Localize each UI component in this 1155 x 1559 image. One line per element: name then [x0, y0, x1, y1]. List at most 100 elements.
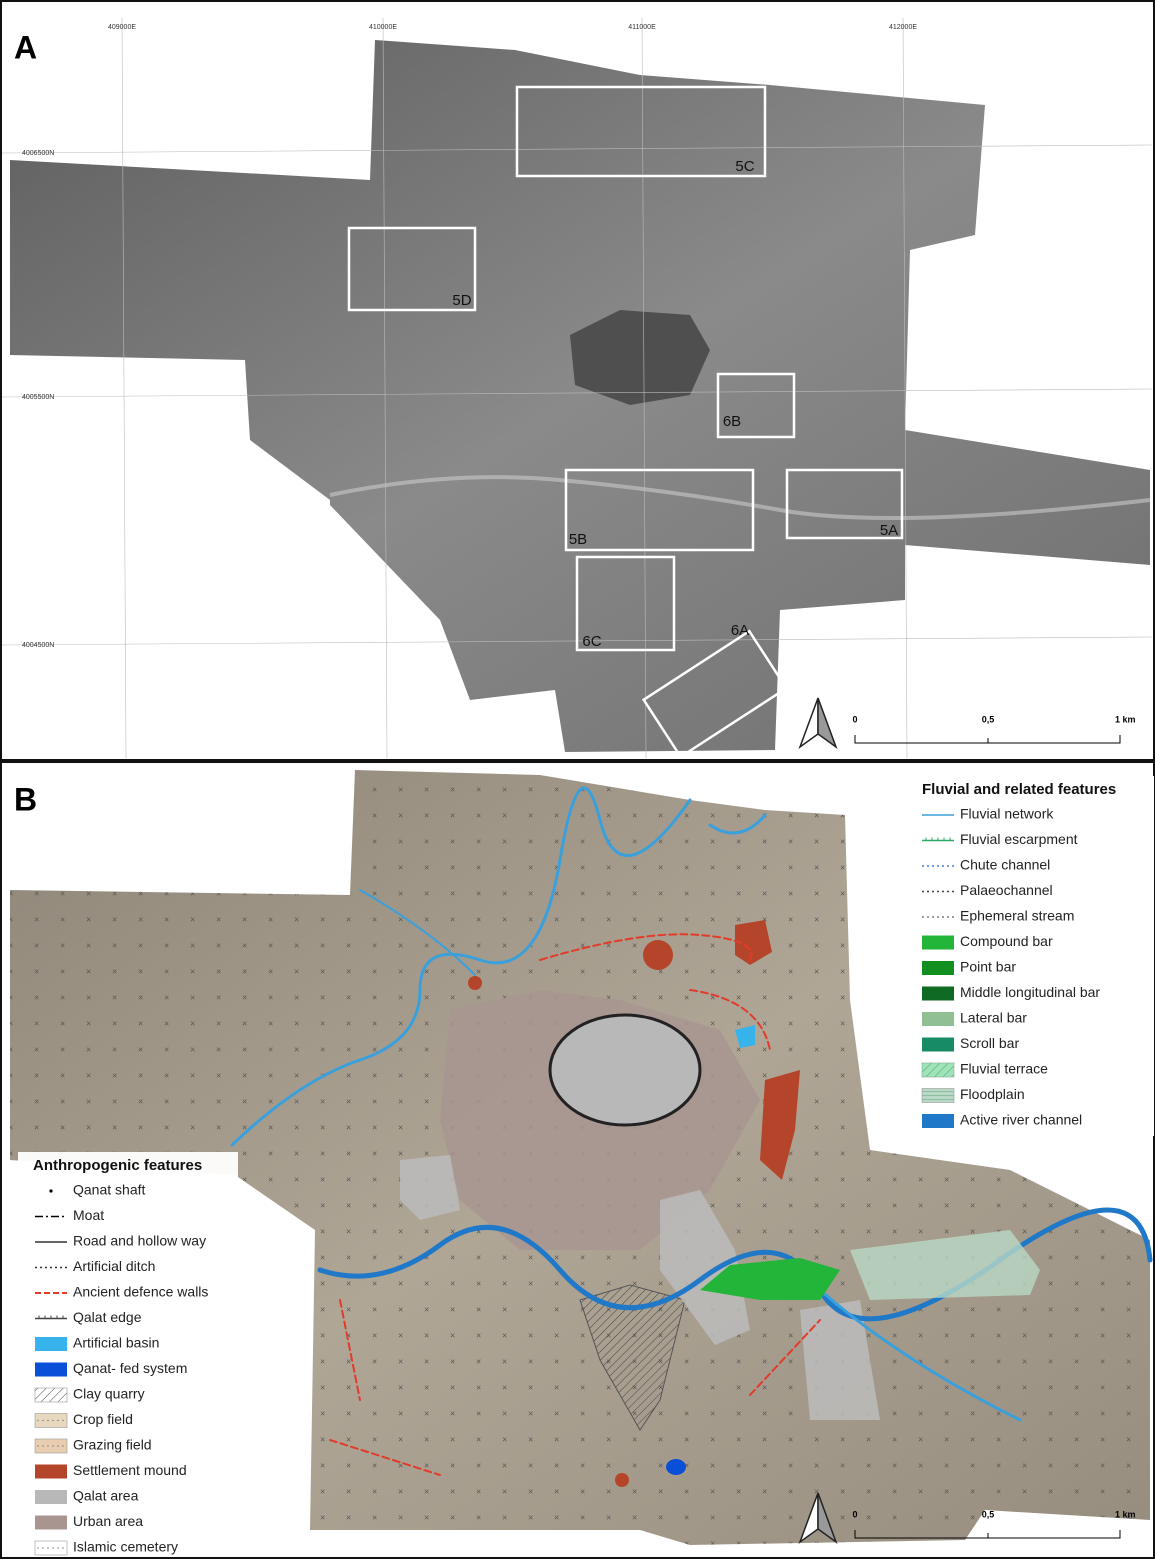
scale-label: 0,5	[982, 714, 995, 724]
legend-entry: Grazing field	[34, 1437, 152, 1454]
legend-entry: Qanat- fed system	[35, 1360, 187, 1377]
inset-box	[575, 555, 676, 652]
legend-entry: Qalat area	[35, 1488, 139, 1504]
legend-entry: Crop field	[34, 1411, 133, 1428]
legend-symbol	[34, 1438, 68, 1454]
legend-symbol	[34, 1540, 68, 1556]
coord-label: 4005500N	[22, 394, 54, 401]
legend-entry: Lateral bar	[922, 1010, 1027, 1026]
legend-symbol	[35, 1490, 67, 1504]
legend-dot	[47, 1547, 49, 1549]
legend-bg	[18, 1152, 238, 1557]
legend-label: Islamic cemetery	[73, 1539, 178, 1555]
legend-title: Fluvial and related features	[922, 781, 1116, 798]
coord-label: 411000E	[628, 24, 656, 31]
legend-label: Ancient defence walls	[73, 1284, 208, 1300]
legend-label: Artificial basin	[73, 1335, 159, 1351]
photo-mosaic	[10, 40, 1150, 752]
legend-entry: Urban area	[35, 1513, 143, 1530]
legend-label: Fluvial escarpment	[960, 831, 1078, 847]
legend-entry: Settlement mound	[35, 1462, 187, 1479]
scale-label: 0,5	[982, 1509, 995, 1519]
legend-symbol	[34, 1413, 68, 1428]
legend-entry: Fluvial terrace	[921, 1061, 1048, 1078]
arrow-right	[817, 697, 838, 750]
legend-dot	[37, 1445, 39, 1447]
legends: Fluvial and related features Fluvial netw…	[33, 781, 1116, 1556]
box-label: 5B	[569, 531, 587, 548]
legend-label: Middle longitudinal bar	[960, 984, 1100, 1000]
legend-symbol	[922, 1012, 954, 1026]
legend-label: Chute channel	[960, 857, 1050, 873]
legend-entry: Road and hollow way	[35, 1233, 206, 1249]
grid-line	[641, 17, 647, 759]
inset-box	[515, 85, 767, 178]
north-arrow	[798, 697, 838, 750]
coord-label: 4006500N	[22, 150, 54, 157]
legend-symbol	[922, 1037, 954, 1052]
legend-entry: Ephemeral stream	[922, 908, 1074, 924]
legend-symbol	[49, 1189, 53, 1193]
grid-line	[1, 144, 1153, 154]
legend-symbol	[35, 1362, 67, 1377]
grid: 409000E 410000E 411000E 412000E 4006500N 4005…	[1, 17, 1153, 759]
artificial-basin	[735, 1025, 755, 1048]
legend-dot	[37, 1419, 39, 1422]
box-label: 6B	[723, 413, 741, 430]
legend-label: Active river channel	[960, 1112, 1082, 1128]
legend-entry: Artificial basin	[35, 1335, 159, 1351]
grid-line	[121, 17, 127, 759]
legend-dot	[47, 1419, 49, 1422]
box-label: 5A	[880, 522, 898, 539]
legend-dot	[42, 1419, 44, 1422]
legend-label: Point bar	[960, 959, 1016, 975]
legend-symbol	[922, 935, 954, 950]
legend-dot	[52, 1547, 54, 1549]
legend-label: Crop field	[73, 1411, 133, 1427]
panel-label: B	[14, 781, 37, 817]
legend-dot	[62, 1547, 64, 1549]
inset-box	[716, 372, 796, 439]
legend-dot	[62, 1445, 64, 1447]
legend-symbol	[922, 1114, 954, 1128]
inset-box	[785, 468, 904, 540]
inset-box	[564, 468, 755, 552]
legend-label: Settlement mound	[73, 1462, 187, 1478]
legend-label: Ephemeral stream	[960, 908, 1074, 924]
legend-entry: Qanat shaft	[49, 1182, 145, 1198]
box-label: 6A	[731, 622, 749, 639]
legend-entry: Scroll bar	[922, 1035, 1019, 1052]
legend-label: Fluvial terrace	[960, 1061, 1048, 1077]
legend-dot	[42, 1445, 44, 1447]
legend-symbol	[922, 986, 954, 1001]
legend-dot	[57, 1419, 59, 1422]
legend-entry: Floodplain	[921, 1086, 1025, 1103]
boxes: 5C 5D 6B 5B 5A 6C 6A	[347, 85, 904, 759]
legend-entry: Chute channel	[922, 857, 1050, 873]
scales: 0 0,5 1 km 0 0,5 1 km	[798, 697, 1136, 1545]
legend-label: Clay quarry	[73, 1386, 145, 1402]
legend-dot	[47, 1445, 49, 1447]
legend-symbol	[34, 1387, 68, 1403]
legend-symbol	[922, 961, 954, 975]
scale-label: 0	[852, 714, 857, 724]
legend-symbol	[922, 1063, 954, 1077]
grid-line	[902, 17, 908, 759]
legend-label: Fluvial network	[960, 806, 1054, 822]
grid-line	[1, 388, 1153, 398]
legend-label: Road and hollow way	[73, 1233, 206, 1249]
legend-entry: Fluvial network	[922, 806, 1054, 822]
legend-symbol	[35, 1515, 67, 1530]
legend-label: Lateral bar	[960, 1010, 1027, 1026]
legend-title: Anthropogenic features	[33, 1157, 202, 1174]
floodplain	[850, 1230, 1040, 1300]
legend-entry: Ancient defence walls	[35, 1284, 208, 1300]
legend-dot	[37, 1547, 39, 1549]
legend-entry: Islamic cemetery	[34, 1539, 178, 1556]
arrow-right	[817, 1492, 838, 1545]
legend-dot	[42, 1547, 44, 1549]
legend-entry: Active river channel	[922, 1112, 1082, 1128]
legend-dot	[62, 1419, 64, 1422]
legend-label: Scroll bar	[960, 1035, 1019, 1051]
